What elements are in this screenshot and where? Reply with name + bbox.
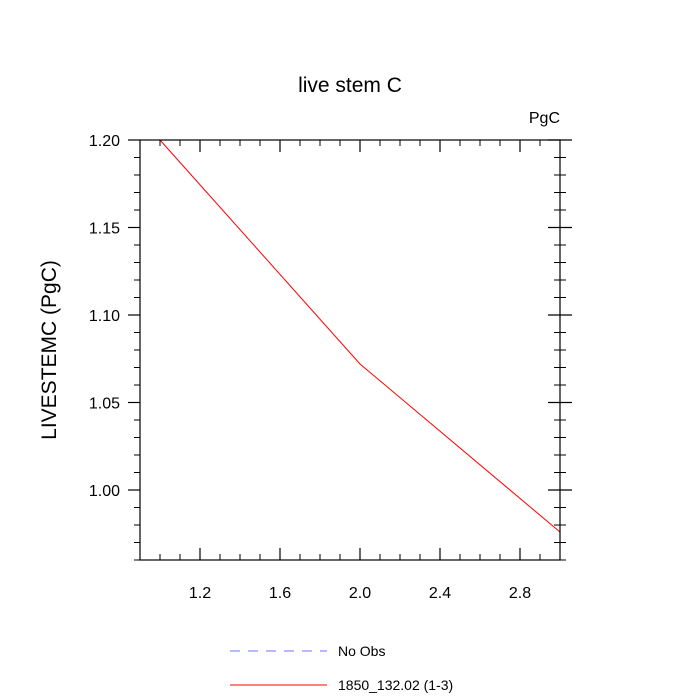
series-line [159, 139, 561, 533]
x-tick-label: 2.0 [349, 585, 371, 602]
x-tick-label: 2.8 [509, 585, 531, 602]
axis-ticks [128, 139, 572, 561]
y-tick-label: 1.00 [89, 483, 120, 500]
legend: No Obs 1850_132.02 (1-3) [230, 643, 453, 693]
x-tick-label: 2.4 [429, 585, 451, 602]
y-tick-label: 1.20 [89, 133, 120, 150]
legend-label: No Obs [338, 643, 385, 659]
chart-title: live stem C [298, 74, 402, 97]
y-tick-label: 1.05 [89, 396, 120, 413]
units-label: PgC [529, 110, 560, 127]
legend-label: 1850_132.02 (1-3) [338, 677, 453, 693]
y-axis-label: LIVESTEMC (PgC) [38, 260, 61, 440]
plot-frame [139, 139, 561, 561]
y-tick-label: 1.10 [89, 308, 120, 325]
series-layer [159, 139, 561, 533]
y-tick-label: 1.15 [89, 221, 120, 238]
x-tick-label: 1.2 [189, 585, 211, 602]
tick-labels: 1.2 1.6 2.0 2.4 2.8 1.00 1.05 1.10 1.15 1.20 [89, 133, 531, 602]
x-tick-label: 1.6 [269, 585, 291, 602]
